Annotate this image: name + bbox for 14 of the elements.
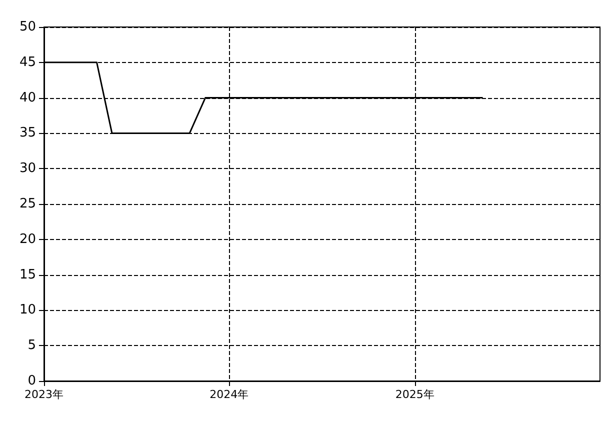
y-tick-label: 45 <box>19 54 36 70</box>
y-tick-label: 15 <box>19 267 36 282</box>
y-tick-label: 5 <box>28 338 36 354</box>
y-tick-label: 40 <box>19 90 36 106</box>
y-tick-label: 25 <box>19 196 36 212</box>
y-tick-label: 30 <box>19 161 36 176</box>
y-tick-label: 10 <box>19 302 36 318</box>
x-tick-label: 2023年 <box>24 388 64 401</box>
y-tick-label: 20 <box>19 232 36 247</box>
y-tick-label: 0 <box>28 374 36 388</box>
y-tick-label: 50 <box>19 20 36 34</box>
y-tick-label: 35 <box>19 126 36 141</box>
x-tick-label: 2024年 <box>210 388 249 401</box>
x-tick-label: 2025年 <box>395 388 434 401</box>
